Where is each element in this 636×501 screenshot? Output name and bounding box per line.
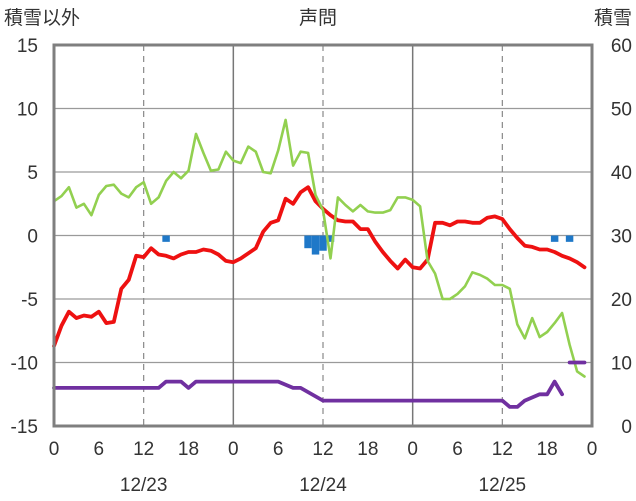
left-tick-label: -5	[21, 290, 38, 311]
x-tick-label: 18	[178, 439, 199, 460]
date-label: 12/25	[479, 475, 527, 496]
right-tick-label: 0	[621, 417, 632, 438]
left-tick-label: 5	[27, 163, 38, 184]
date-label: 12/24	[299, 475, 347, 496]
x-tick-label: 18	[357, 439, 378, 460]
x-tick-label: 0	[49, 439, 60, 460]
precip-bar	[304, 235, 312, 249]
left-tick-label: -15	[11, 417, 38, 438]
right-tick-label: 10	[611, 354, 632, 375]
right-tick-label: 60	[611, 36, 632, 57]
line-series	[52, 118, 587, 409]
chart-title: 声問	[299, 7, 337, 29]
precip-bar	[565, 235, 574, 242]
left-tick-label: 10	[17, 100, 38, 121]
right-tick-label: 40	[611, 163, 632, 184]
x-tick-label: 12	[133, 439, 154, 460]
right-tick-label: 50	[611, 100, 632, 121]
x-tick-label: 12	[312, 439, 333, 460]
right-tick-label: 30	[611, 227, 632, 248]
date-label: 12/23	[120, 475, 168, 496]
x-tick-label: 0	[228, 439, 239, 460]
x-tick-label: 12	[492, 439, 513, 460]
axes	[52, 43, 594, 428]
x-tick-label: 6	[452, 439, 463, 460]
left-tick-label: -10	[11, 354, 38, 375]
plot-frame	[52, 43, 594, 428]
x-tick-label: 18	[537, 439, 558, 460]
precip-bar	[550, 235, 559, 242]
left-axis-label: 積雪以外	[4, 7, 80, 29]
series-line	[52, 379, 564, 409]
precip-bar	[162, 235, 170, 242]
x-tick-label: 0	[587, 439, 598, 460]
right-axis-label: 積雪	[594, 7, 632, 29]
bar-series	[162, 235, 574, 255]
x-tick-label: 6	[273, 439, 284, 460]
precip-bar	[311, 235, 320, 255]
precip-bar	[326, 235, 335, 242]
right-tick-label: 20	[611, 290, 632, 311]
left-tick-label: 0	[27, 227, 38, 248]
precip-bar	[319, 235, 327, 251]
x-tick-label: 6	[94, 439, 105, 460]
series-line	[52, 118, 586, 378]
left-tick-label: 15	[17, 36, 38, 57]
x-tick-label: 0	[407, 439, 418, 460]
